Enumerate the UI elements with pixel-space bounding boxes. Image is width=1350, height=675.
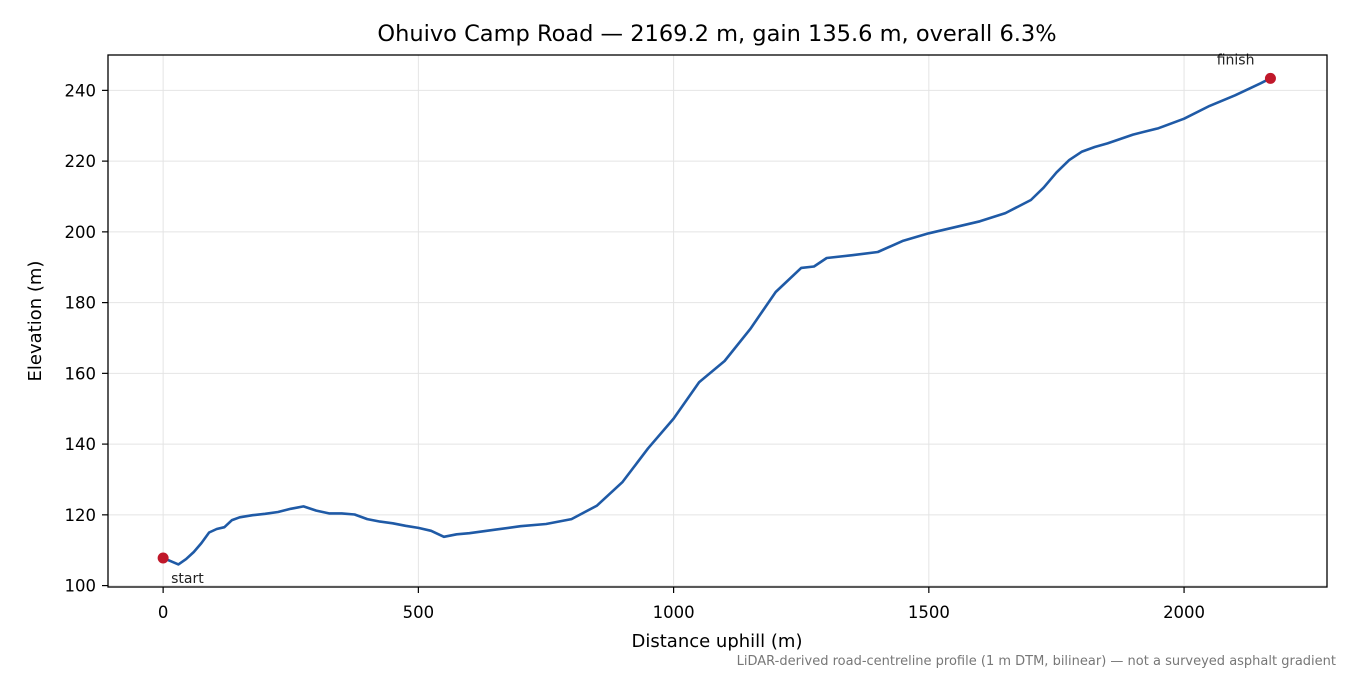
plot-frame bbox=[107, 54, 1328, 588]
chart-title: Ohuivo Camp Road — 2169.2 m, gain 135.6 … bbox=[377, 21, 1056, 47]
x-tick-label: 1500 bbox=[908, 603, 950, 622]
start-label: start bbox=[171, 571, 204, 587]
y-axis-label: Elevation (m) bbox=[25, 261, 46, 382]
y-tick-label: 240 bbox=[65, 81, 97, 100]
y-tick-label: 140 bbox=[65, 435, 97, 454]
marker-layer: start finish bbox=[157, 52, 1276, 587]
x-tick-label: 500 bbox=[403, 603, 435, 622]
start-marker bbox=[157, 552, 169, 564]
x-tick-label: 2000 bbox=[1163, 603, 1205, 622]
y-tick-label: 180 bbox=[65, 294, 97, 313]
y-tick-label: 120 bbox=[65, 506, 97, 525]
footnote: LiDAR-derived road-centreline profile (1… bbox=[737, 654, 1336, 669]
x-axis-ticks: 0 500 1000 1500 2000 bbox=[158, 587, 1205, 622]
series-layer bbox=[161, 77, 1272, 566]
x-axis-label: Distance uphill (m) bbox=[632, 631, 803, 652]
y-tick-label: 160 bbox=[65, 364, 97, 383]
y-axis-ticks: 100 120 140 160 180 200 220 240 bbox=[65, 81, 108, 596]
x-tick-label: 0 bbox=[158, 603, 169, 622]
y-tick-label: 220 bbox=[65, 152, 97, 171]
grid bbox=[108, 55, 1327, 587]
y-tick-label: 100 bbox=[65, 577, 97, 596]
y-tick-label: 200 bbox=[65, 223, 97, 242]
elevation-line bbox=[161, 77, 1272, 566]
finish-marker bbox=[1264, 72, 1276, 84]
finish-label: finish bbox=[1217, 52, 1255, 68]
x-tick-label: 1000 bbox=[653, 603, 695, 622]
